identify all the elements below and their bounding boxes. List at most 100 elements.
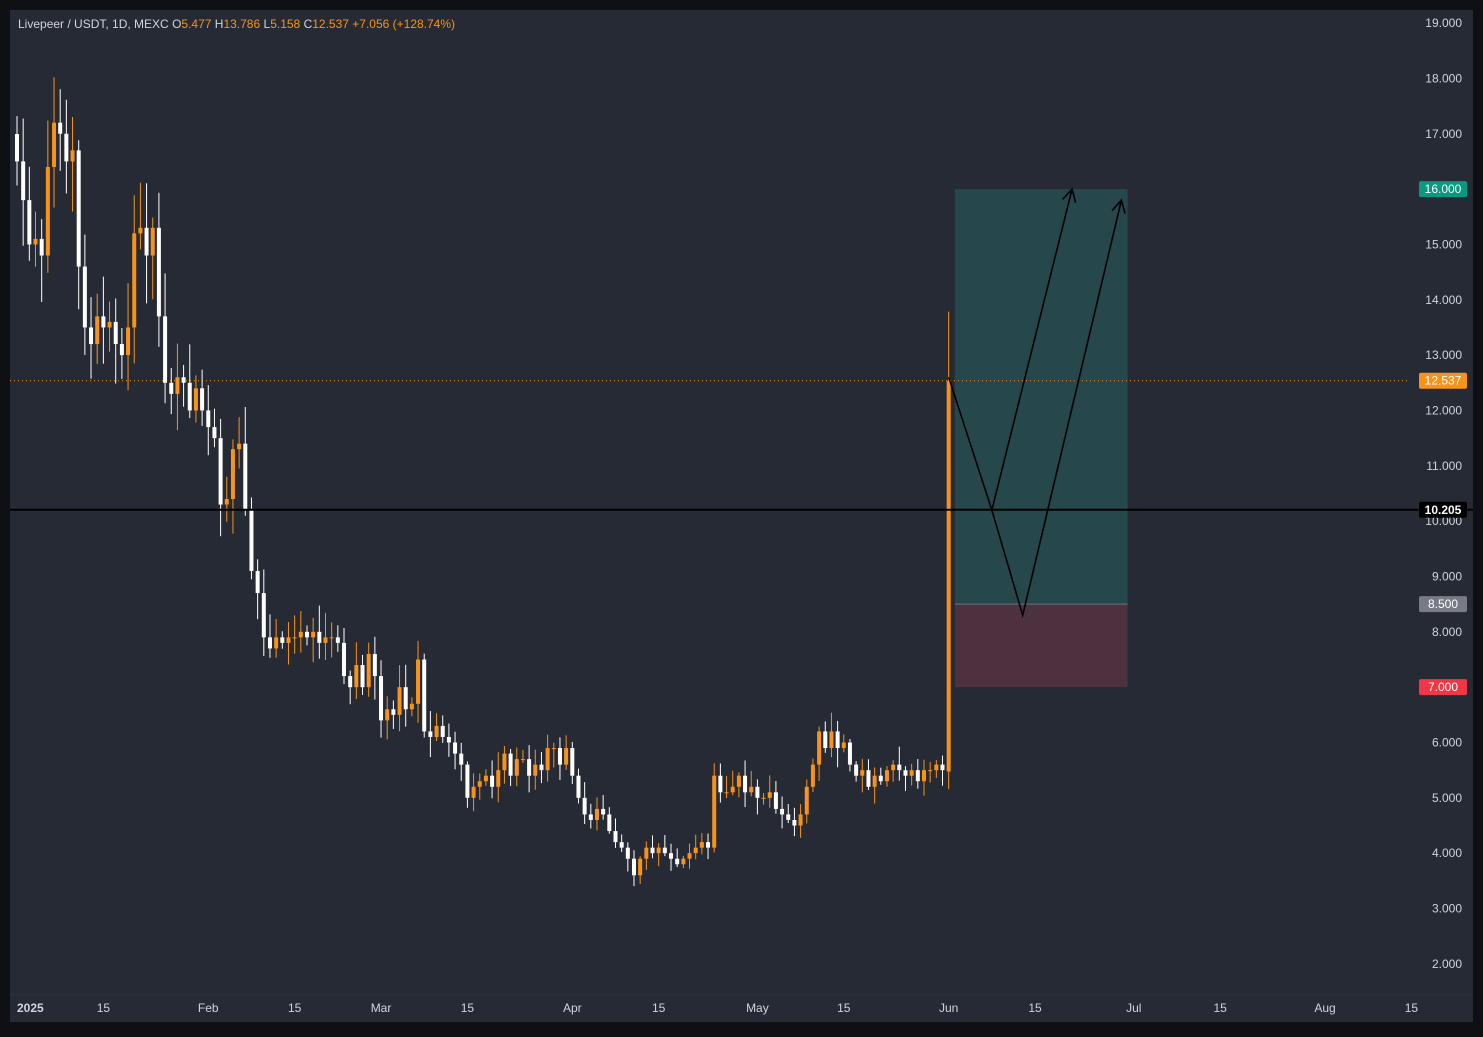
candle-body — [520, 759, 525, 761]
candle-body — [823, 731, 828, 749]
candle — [755, 779, 760, 815]
candle-body — [200, 388, 205, 411]
candle — [453, 731, 458, 770]
time-axis[interactable]: 2025 15 Feb 15 Mar 15 Apr 15 May 15 Jun 15 Jul 15 Aug 1… — [17, 1001, 1418, 1015]
candle-body — [625, 847, 630, 859]
candle — [428, 711, 433, 758]
candle-body — [181, 377, 186, 383]
candle — [422, 653, 427, 738]
candle-body — [132, 233, 137, 328]
candle — [891, 760, 896, 782]
candle-body — [471, 786, 476, 798]
candle-body — [718, 775, 723, 793]
time-tick-label: Jun — [939, 1001, 958, 1015]
price-tick-label: 11.000 — [1426, 459, 1462, 473]
entry-price-badge-bg — [1419, 596, 1467, 613]
loss-zone[interactable] — [954, 604, 1128, 688]
candle-body — [675, 858, 680, 865]
candle-body — [224, 499, 229, 505]
candle — [243, 407, 248, 516]
candle — [915, 759, 920, 789]
candle — [743, 760, 748, 808]
candle-body — [21, 161, 26, 201]
projection-arrow-2[interactable] — [991, 199, 1123, 619]
candle-body — [311, 631, 316, 638]
candle — [496, 752, 501, 803]
candle-body — [156, 227, 161, 317]
candle-body — [736, 775, 741, 787]
candle — [897, 746, 902, 781]
time-tick-label: 15 — [837, 1001, 851, 1015]
candle — [267, 614, 272, 658]
drawn-lines[interactable] — [10, 187, 1473, 619]
price-tick-label: 9.000 — [1432, 569, 1462, 583]
candle-body — [582, 797, 587, 815]
candle — [712, 763, 717, 853]
candle-body — [459, 753, 464, 765]
candle — [582, 782, 587, 825]
candle — [132, 195, 137, 364]
candle — [798, 804, 803, 838]
candle — [514, 747, 519, 787]
candle — [841, 734, 846, 753]
candle-body — [514, 759, 519, 776]
change-value: +7.056 (+128.74%) — [352, 17, 456, 31]
candle-body — [884, 770, 889, 782]
candle-body — [453, 742, 458, 754]
candle — [144, 183, 149, 304]
candle — [656, 843, 661, 867]
candle — [638, 856, 643, 885]
target-price-badge: 16.000 — [1419, 181, 1467, 198]
candle — [33, 211, 38, 267]
candle-body — [144, 227, 149, 256]
candle-body — [730, 786, 735, 793]
candle — [163, 273, 168, 404]
candle — [773, 781, 778, 814]
candle — [379, 660, 384, 738]
time-tick-label: Aug — [1314, 1001, 1335, 1015]
candle-body — [872, 775, 877, 787]
candle-body — [15, 134, 19, 162]
candle — [440, 715, 445, 743]
profit-zone[interactable] — [954, 189, 1128, 605]
candle — [527, 745, 532, 793]
candle — [409, 697, 414, 717]
candle-body — [551, 748, 556, 750]
candle-body — [502, 753, 507, 771]
stop-price-badge-text: 7.000 — [1428, 680, 1458, 694]
candle — [650, 835, 655, 859]
candle — [397, 665, 402, 732]
open-value: 5.477 — [181, 17, 212, 31]
candle — [835, 720, 840, 768]
price-tick-label: 12.000 — [1425, 403, 1462, 417]
candle-body — [477, 781, 482, 787]
candle-body — [169, 382, 174, 394]
candle — [817, 726, 822, 781]
candle — [311, 617, 316, 663]
candle-body — [706, 842, 711, 848]
price-tick-label: 5.000 — [1432, 791, 1462, 805]
candle — [342, 627, 347, 685]
candle — [385, 696, 390, 740]
candle — [218, 418, 223, 537]
price-tick-label: 6.000 — [1432, 736, 1462, 750]
candle — [662, 835, 667, 857]
candle-body — [58, 122, 63, 134]
time-tick-label: Jul — [1126, 1001, 1141, 1015]
time-axis-background[interactable] — [10, 995, 1473, 1022]
stop-price-badge-bg — [1419, 679, 1467, 696]
candle — [280, 631, 285, 649]
long-position-zones[interactable] — [10, 189, 1410, 688]
candle-body — [557, 748, 562, 765]
candle — [446, 723, 451, 757]
candle-body — [687, 853, 692, 859]
candle — [261, 569, 266, 656]
candle-body — [854, 764, 859, 776]
candle-body — [218, 438, 223, 505]
candle-body — [570, 748, 575, 776]
candle-body — [743, 775, 748, 793]
candle-body — [237, 443, 242, 450]
candle — [533, 749, 538, 790]
